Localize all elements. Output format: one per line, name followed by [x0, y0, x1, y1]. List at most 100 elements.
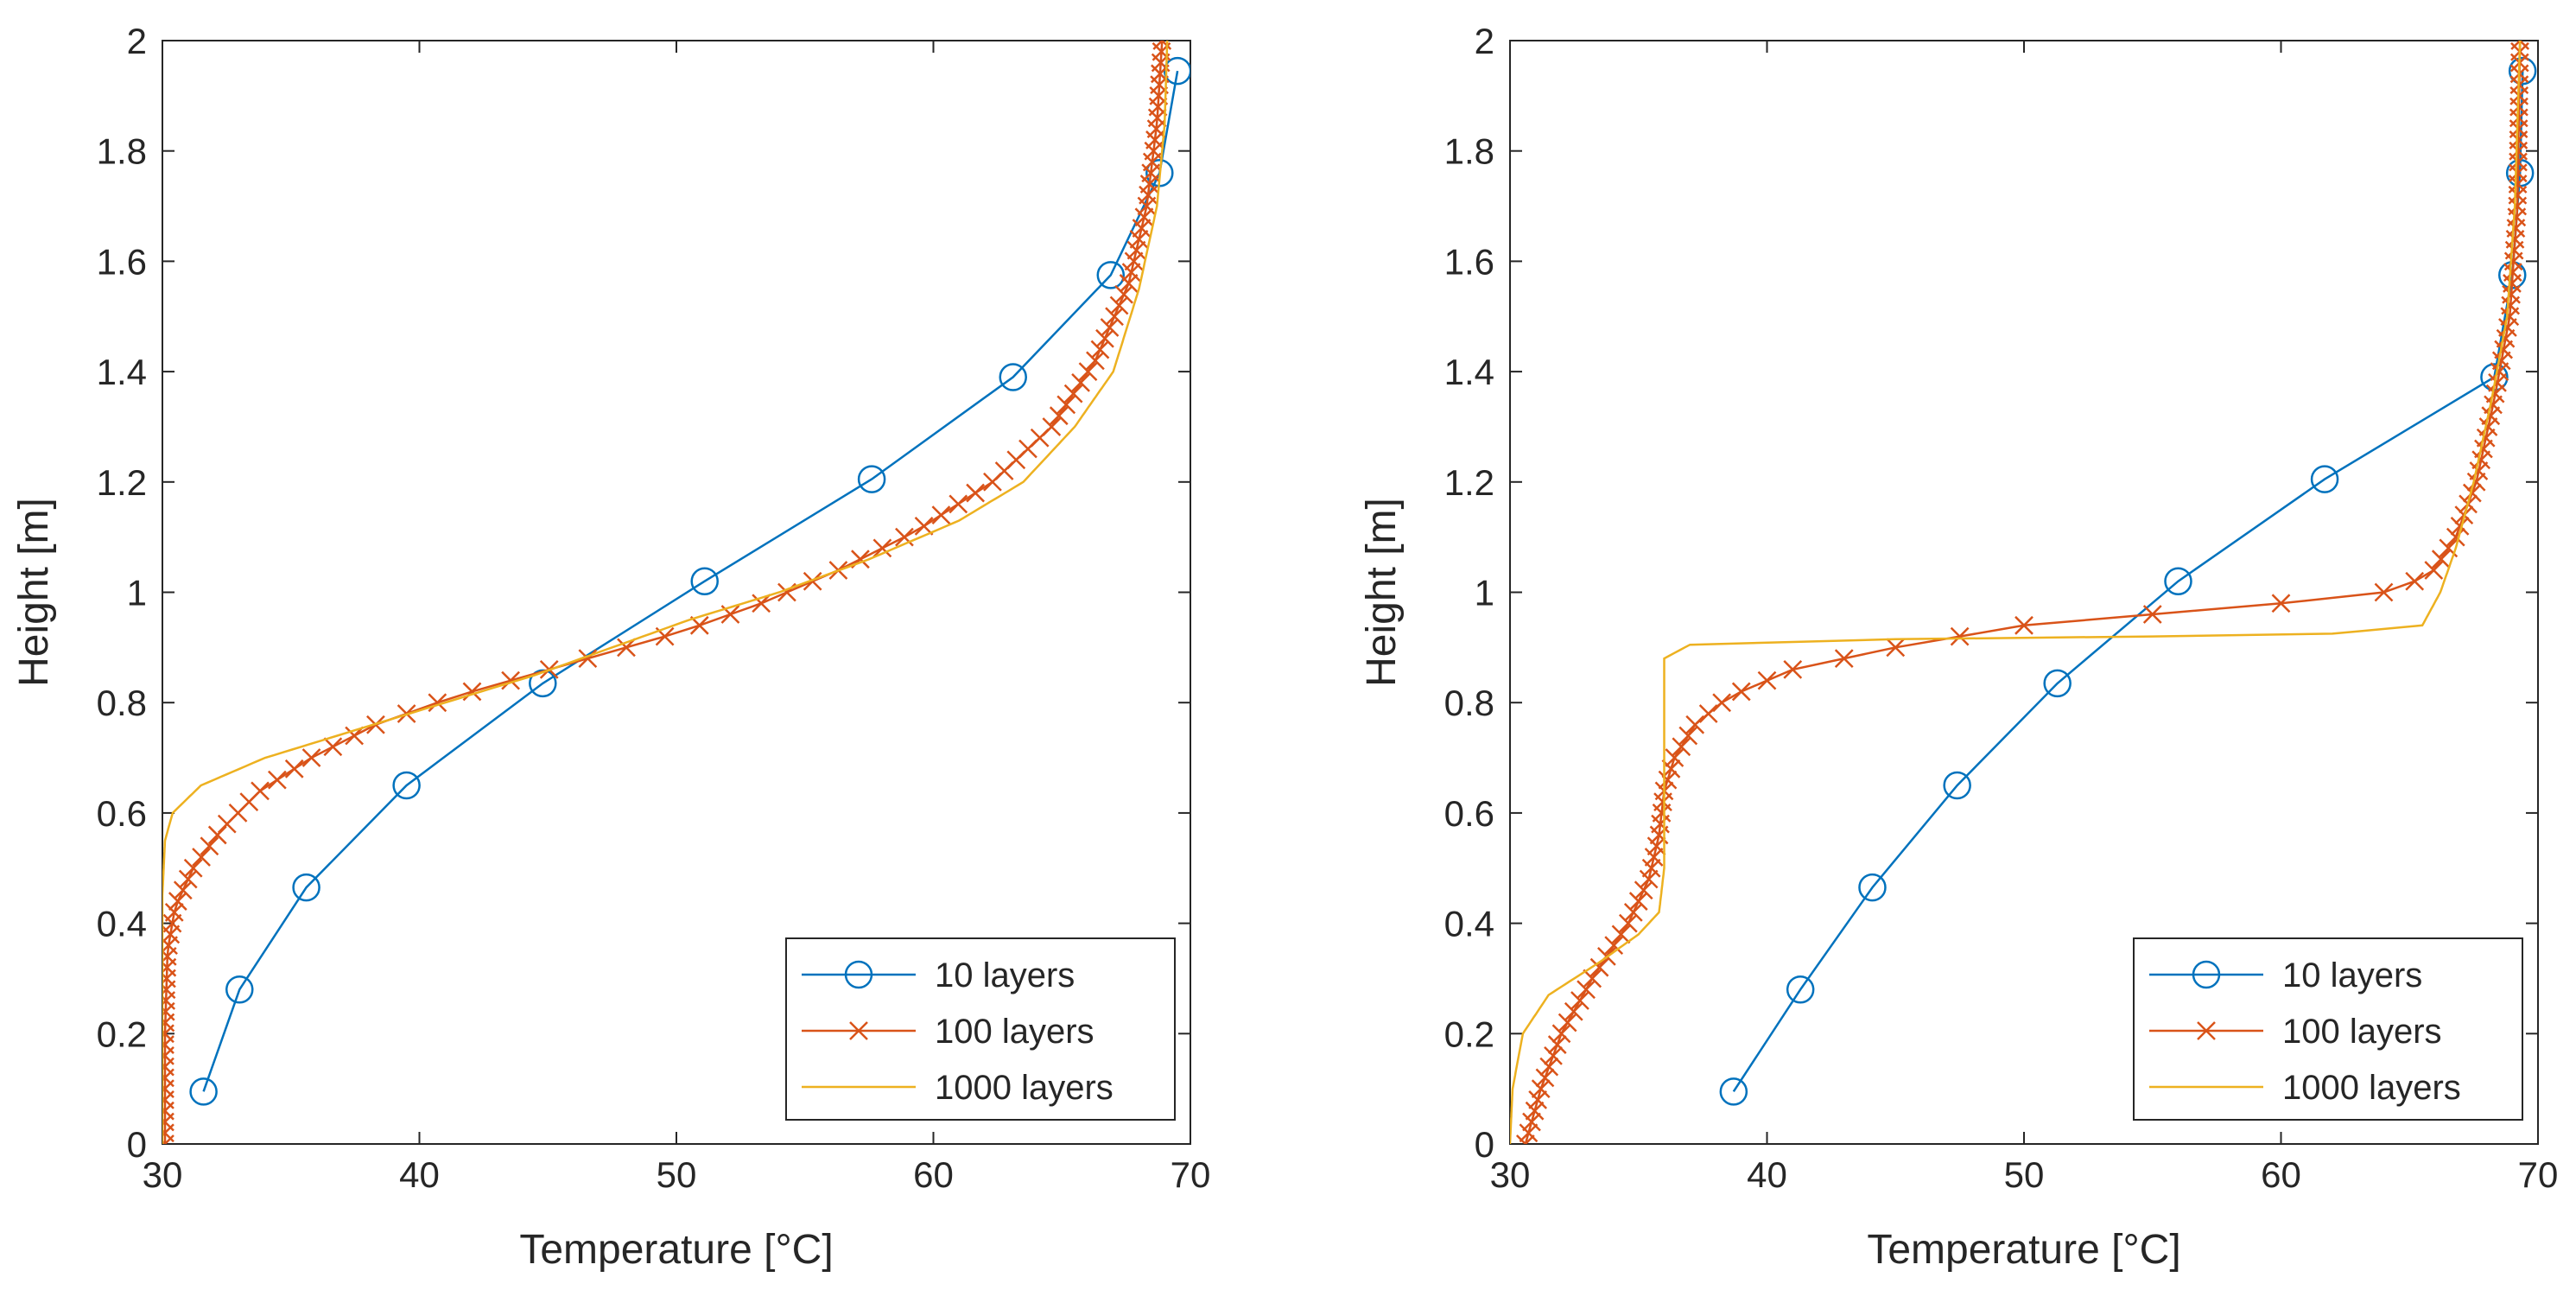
x-marker: [1589, 957, 1609, 977]
x-marker: [1100, 318, 1120, 337]
y-tick-label: 1: [127, 573, 147, 613]
series-group: [1510, 41, 2537, 1144]
x-marker: [1783, 660, 1803, 679]
x-marker: [1090, 340, 1110, 359]
x-marker: [2405, 571, 2425, 591]
x-marker: [1551, 1024, 1571, 1044]
x-marker: [178, 869, 198, 889]
x-marker: [2424, 561, 2444, 580]
x-marker: [1124, 251, 1144, 271]
x-axis-label: Temperature [°C]: [519, 1227, 833, 1273]
x-marker: [345, 726, 365, 746]
y-axis-label: Height [m]: [1359, 498, 1405, 687]
y-tick-label: 0.6: [97, 793, 147, 834]
y-tick-label: 2: [1475, 21, 1494, 61]
x-marker: [578, 649, 598, 669]
circle-marker: [2043, 669, 2072, 698]
x-marker: [1712, 693, 1732, 713]
x-marker: [2446, 527, 2465, 547]
x-marker: [1544, 1045, 1563, 1065]
x-marker: [1049, 406, 1069, 426]
x-marker: [428, 693, 447, 713]
series-line-10-layers: [202, 70, 1179, 1092]
x-marker: [192, 848, 211, 867]
x-tick-label: 60: [2261, 1154, 2301, 1195]
x-marker: [1121, 263, 1141, 283]
x-marker: [1531, 1079, 1551, 1099]
x-marker: [1528, 1090, 1548, 1109]
y-tick-label: 0: [127, 1124, 147, 1165]
x-marker: [1731, 682, 1751, 702]
x-marker: [1698, 704, 1718, 723]
circle-marker: [857, 465, 886, 493]
legend-marker: [844, 960, 873, 989]
x-marker: [1086, 351, 1105, 371]
circle-marker: [1858, 873, 1887, 902]
legend-label: 100 layers: [935, 1013, 1094, 1051]
legend-label: 10 layers: [935, 956, 1075, 994]
x-marker: [1611, 925, 1631, 944]
x-marker: [2462, 483, 2482, 503]
x-marker: [1056, 395, 1076, 415]
circle-marker: [225, 975, 254, 1004]
x-marker: [949, 494, 968, 514]
x-marker: [914, 516, 934, 536]
x-marker: [2481, 406, 2501, 426]
y-tick-label: 0.4: [1444, 904, 1494, 944]
y-tick-label: 0: [1475, 1124, 1494, 1165]
x-marker: [1583, 969, 1602, 988]
x-marker: [1661, 759, 1681, 778]
x-marker: [1525, 1101, 1545, 1121]
x-marker: [1547, 1035, 1567, 1054]
x-marker: [1119, 274, 1139, 293]
y-tick-label: 0.8: [97, 683, 147, 723]
x-marker: [1628, 892, 1648, 911]
x-marker: [267, 770, 287, 790]
circle-marker: [1943, 771, 1971, 800]
x-marker: [1618, 913, 1638, 933]
legend-marker: [849, 1021, 868, 1040]
x-marker: [2485, 384, 2505, 404]
x-marker: [1757, 670, 1777, 690]
x-tick-label: 50: [657, 1154, 697, 1195]
x-marker: [200, 836, 219, 856]
x-marker: [1105, 307, 1124, 327]
x-marker: [1577, 980, 1596, 1000]
x-marker: [1095, 328, 1114, 348]
x-marker: [251, 781, 270, 801]
x-marker: [1078, 362, 1098, 381]
x-marker: [931, 505, 951, 524]
x-marker: [1134, 207, 1154, 227]
y-tick-label: 0.2: [97, 1014, 147, 1054]
x-marker: [1672, 737, 1691, 757]
y-tick-label: 2: [127, 21, 147, 61]
x-marker: [323, 737, 343, 757]
x-marker: [689, 615, 709, 635]
x-marker: [966, 483, 985, 503]
x-marker: [462, 682, 482, 702]
x-marker: [1678, 726, 1698, 746]
x-marker: [872, 538, 892, 558]
y-tick-label: 0.2: [1444, 1014, 1494, 1054]
x-marker: [1665, 748, 1685, 767]
chart-panel-1: 30 40 50 60 70 0 0.2 0.4 0.6 0.8 1 1.2 1.4 1.6 1.8 2 Tem…: [11, 21, 1210, 1273]
y-tick-label: 0.4: [97, 904, 147, 944]
series-line-1000-layers: [1510, 41, 2522, 1144]
chart-panel-2: 30 40 50 60 70 0 0.2 0.4 0.6 0.8 1 1.2 1.4 1.6 1.8 2 Tem…: [1359, 21, 2558, 1273]
x-marker: [2471, 450, 2491, 470]
x-marker: [2510, 41, 2530, 50]
x-marker: [2496, 328, 2516, 348]
x-marker: [1126, 240, 1146, 260]
x-marker: [284, 759, 304, 778]
x-marker: [617, 638, 636, 658]
legend-label: 1000 layers: [935, 1069, 1114, 1107]
circle-marker: [392, 771, 421, 800]
x-marker: [2476, 428, 2496, 448]
legend-label: 100 layers: [2282, 1013, 2442, 1051]
x-marker: [2474, 439, 2493, 459]
x-marker: [1071, 372, 1090, 392]
x-marker: [1834, 649, 1854, 669]
x-axis-label: Temperature [°C]: [1867, 1227, 2180, 1273]
x-marker: [183, 858, 203, 878]
x-marker: [1063, 384, 1083, 404]
